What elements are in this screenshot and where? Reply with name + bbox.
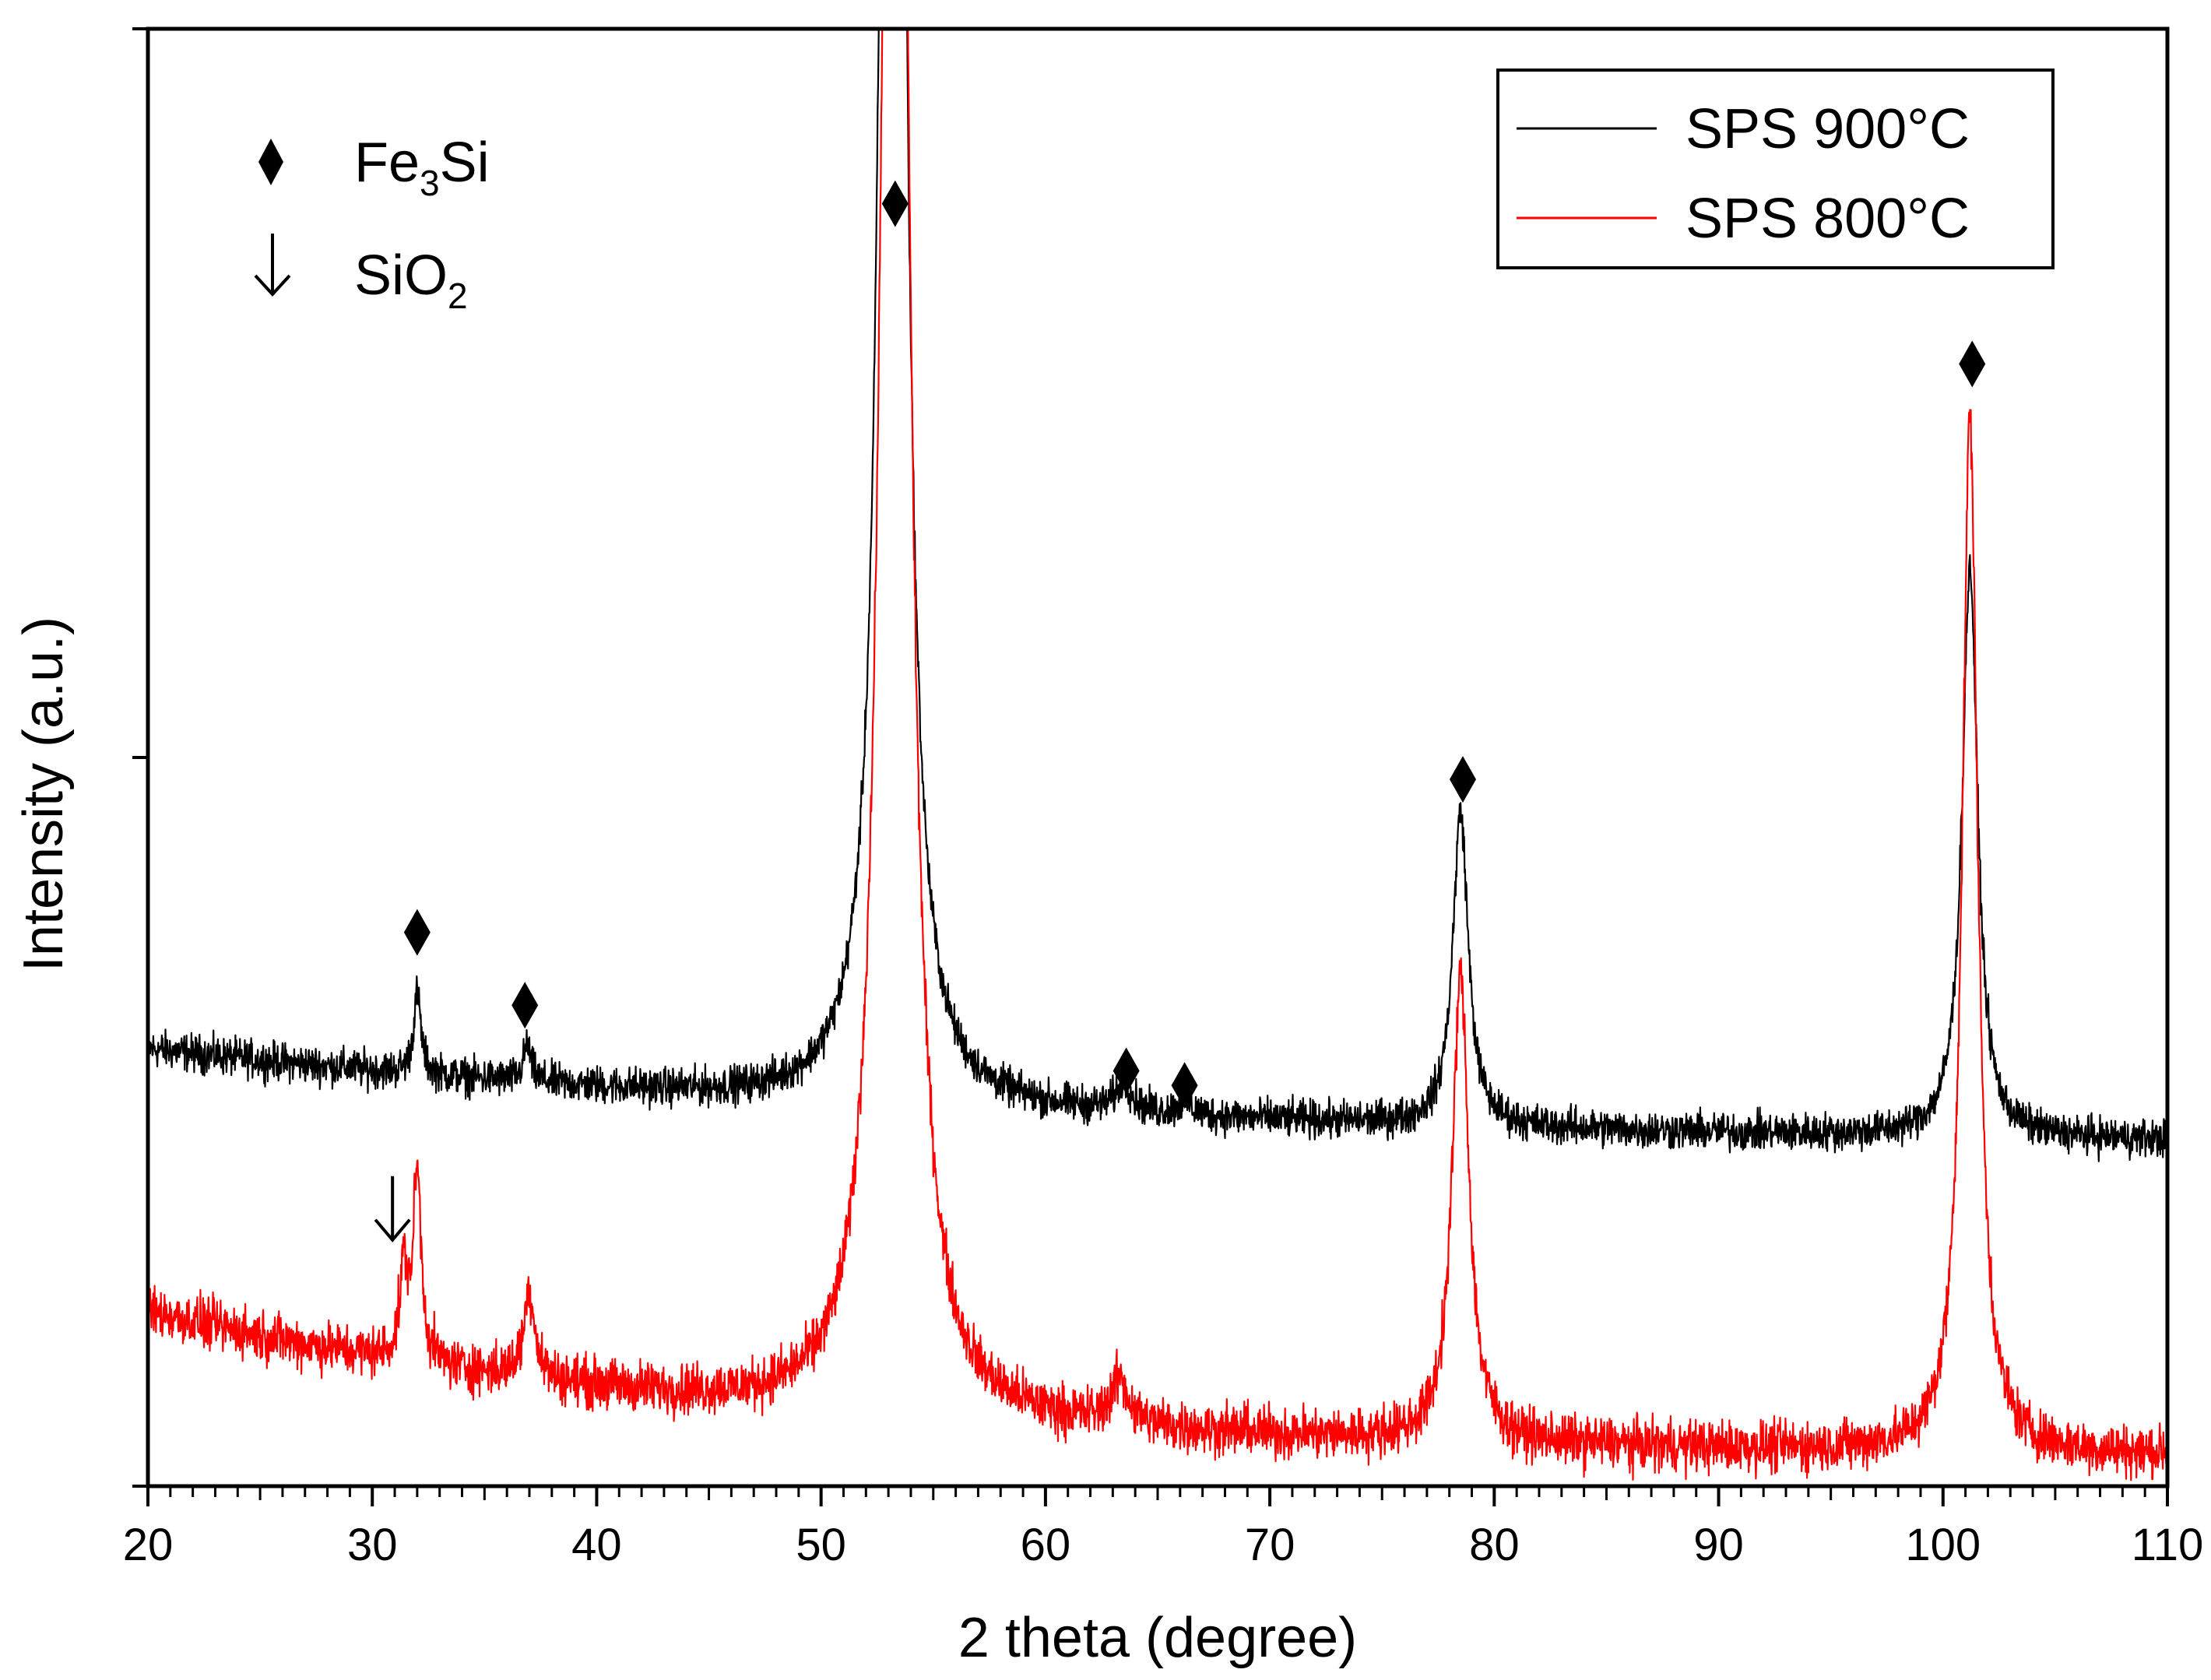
legend-label-900: SPS 900°C (1685, 98, 1970, 160)
phase-legend-sio2: SiO2 (354, 244, 468, 316)
x-tick-label: 70 (1245, 1520, 1295, 1570)
sio2-peak-arrow (374, 1176, 411, 1242)
x-tick-label: 80 (1469, 1520, 1520, 1570)
x-tick-label: 110 (2132, 1520, 2203, 1570)
fe3si-peak-marker (1113, 1047, 1140, 1095)
y-axis-title: Intensity (a.u.) (12, 617, 75, 972)
fe3si-peak-marker (881, 180, 909, 227)
x-tick-label: 40 (571, 1520, 622, 1570)
fe3si-peak-marker (511, 982, 539, 1029)
diamond-icon (258, 139, 283, 185)
annotation-layer (374, 180, 1986, 1242)
fe3si-peak-marker (1959, 340, 1986, 388)
phase-legend: Fe3Si SiO2 (254, 132, 490, 316)
x-axis-title: 2 theta (degree) (958, 1607, 1357, 1669)
legend-label-800: SPS 800°C (1685, 188, 1970, 250)
series-layer (148, 29, 2167, 1481)
legend-box (1496, 69, 2055, 269)
x-tick-label: 30 (347, 1520, 398, 1570)
series-line-800 (148, 29, 2167, 1481)
series-legend: SPS 900°C SPS 800°C (1496, 69, 2055, 269)
fe3si-peak-marker (403, 909, 431, 956)
fe3si-peak-marker (1449, 756, 1476, 803)
x-tick-label: 60 (1021, 1520, 1071, 1570)
x-tick-label: 100 (1905, 1520, 1981, 1570)
x-axis-ticks: 20 30 40 50 60 70 80 90 100 110 (123, 1486, 2203, 1570)
fe3si-peak-marker (1171, 1062, 1198, 1109)
y-axis-ticks (132, 27, 148, 1488)
x-tick-label: 90 (1693, 1520, 1744, 1570)
x-tick-label: 20 (123, 1520, 174, 1570)
phase-legend-fe3si: Fe3Si (354, 132, 490, 203)
x-tick-label: 50 (796, 1520, 846, 1570)
down-arrow-icon (254, 234, 291, 297)
series-line-900 (148, 29, 2167, 1162)
